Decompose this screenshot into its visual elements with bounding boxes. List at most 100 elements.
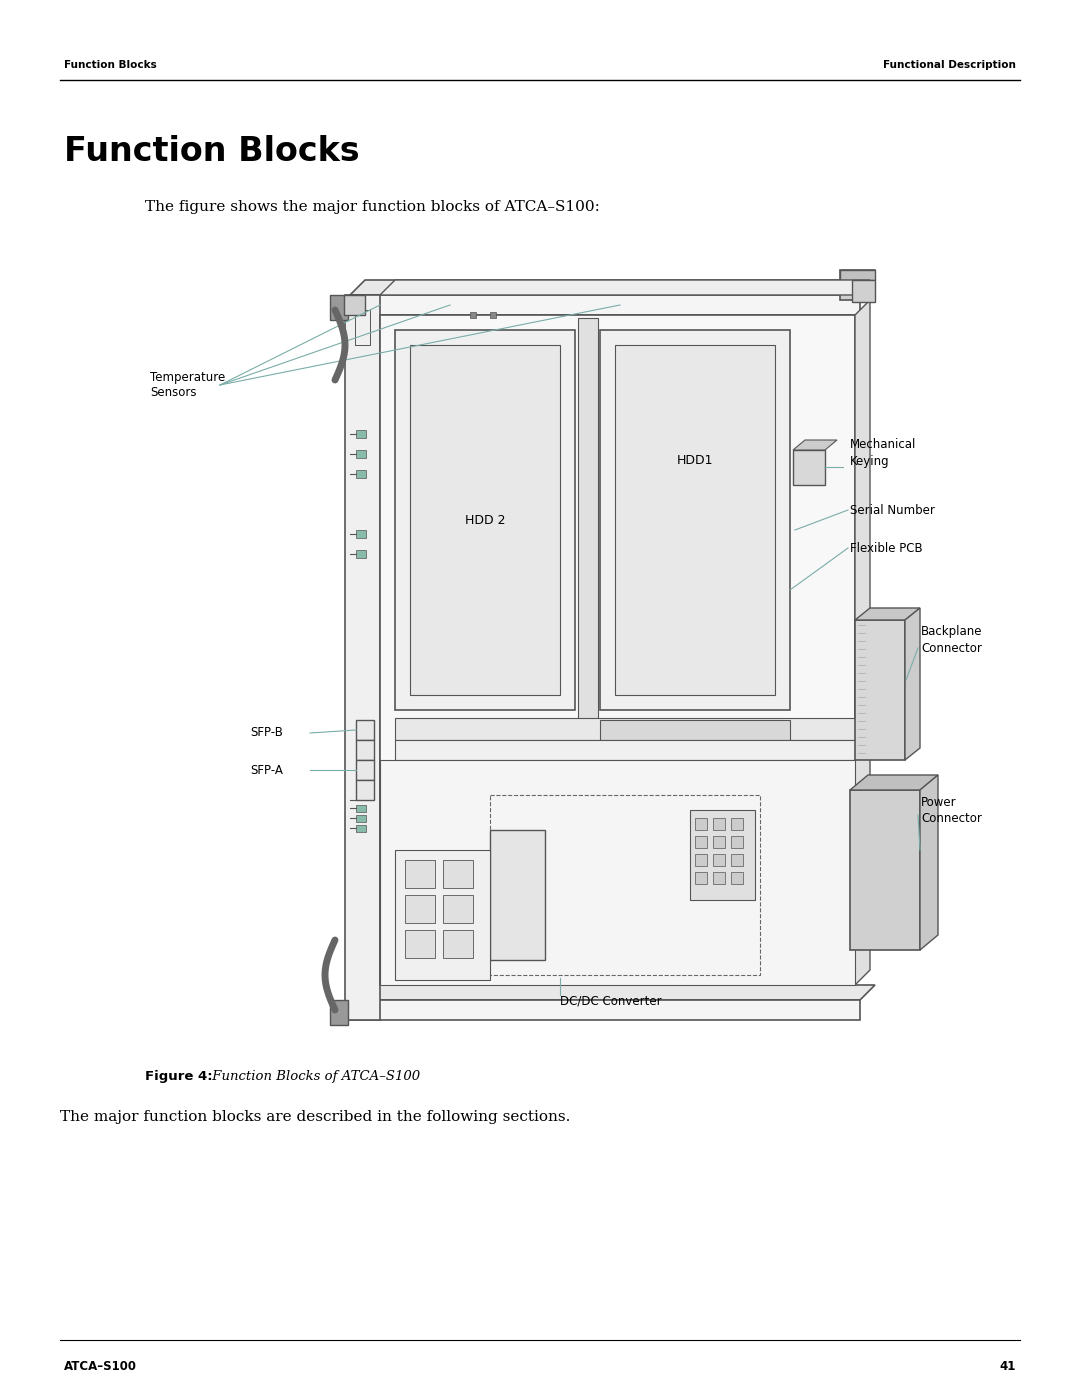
Polygon shape: [731, 872, 743, 885]
Polygon shape: [330, 295, 348, 320]
Polygon shape: [690, 809, 755, 900]
Polygon shape: [356, 761, 374, 780]
Polygon shape: [405, 859, 435, 887]
Text: Backplane
Connector: Backplane Connector: [921, 625, 983, 655]
Polygon shape: [380, 761, 855, 985]
Text: Serial Number: Serial Number: [850, 503, 935, 517]
Text: SFP-A: SFP-A: [249, 763, 283, 776]
Polygon shape: [713, 836, 725, 848]
Circle shape: [404, 808, 410, 815]
Polygon shape: [356, 815, 366, 822]
Circle shape: [455, 822, 461, 829]
Text: Function Blocks of ATCA–S100: Function Blocks of ATCA–S100: [208, 1070, 420, 1082]
Polygon shape: [696, 854, 707, 866]
Circle shape: [420, 837, 428, 844]
Polygon shape: [443, 859, 473, 887]
Text: Flexible PCB: Flexible PCB: [850, 542, 922, 554]
Polygon shape: [713, 818, 725, 830]
Text: Mechanical
Keying: Mechanical Keying: [850, 439, 916, 468]
Text: Figure 4:: Figure 4:: [145, 1070, 213, 1082]
Text: DC/DC Converter: DC/DC Converter: [561, 995, 662, 1009]
Polygon shape: [850, 775, 939, 790]
Circle shape: [580, 871, 610, 900]
Polygon shape: [855, 607, 920, 620]
Polygon shape: [395, 740, 855, 761]
Polygon shape: [615, 345, 775, 695]
Polygon shape: [350, 295, 860, 315]
Polygon shape: [410, 345, 561, 695]
Polygon shape: [443, 894, 473, 924]
Polygon shape: [855, 299, 870, 985]
Text: Function Blocks: Function Blocks: [64, 60, 157, 70]
Circle shape: [472, 808, 478, 815]
Polygon shape: [405, 931, 435, 958]
Polygon shape: [850, 790, 920, 950]
Text: SFP-B: SFP-B: [249, 727, 283, 740]
Polygon shape: [356, 430, 366, 437]
Circle shape: [420, 822, 428, 829]
Polygon shape: [443, 931, 473, 958]
Polygon shape: [356, 450, 366, 458]
Polygon shape: [731, 854, 743, 866]
Polygon shape: [350, 280, 875, 295]
Polygon shape: [490, 312, 496, 318]
Polygon shape: [350, 985, 875, 1000]
Circle shape: [404, 822, 410, 829]
Text: ATCA–S100: ATCA–S100: [64, 1360, 137, 1373]
Polygon shape: [713, 854, 725, 866]
Polygon shape: [852, 280, 875, 302]
Polygon shape: [356, 529, 366, 538]
Text: HDD1: HDD1: [677, 454, 713, 467]
Polygon shape: [356, 720, 374, 740]
Circle shape: [500, 850, 570, 919]
Polygon shape: [793, 450, 825, 485]
Text: Power
Connector: Power Connector: [921, 795, 982, 825]
Polygon shape: [395, 330, 575, 710]
Polygon shape: [490, 830, 545, 960]
Polygon shape: [840, 270, 875, 280]
Polygon shape: [600, 720, 789, 740]
Polygon shape: [470, 312, 476, 318]
Polygon shape: [905, 607, 920, 761]
Circle shape: [617, 302, 623, 308]
Polygon shape: [855, 620, 905, 761]
Text: The figure shows the major function blocks of ATCA–S100:: The figure shows the major function bloc…: [145, 201, 599, 215]
Polygon shape: [356, 825, 366, 832]
Polygon shape: [731, 836, 743, 848]
Circle shape: [561, 850, 630, 919]
Polygon shape: [713, 872, 725, 885]
Polygon shape: [356, 805, 366, 812]
Circle shape: [455, 837, 461, 844]
Circle shape: [420, 808, 428, 815]
Text: Temperature
Sensors: Temperature Sensors: [150, 371, 226, 400]
Polygon shape: [380, 280, 870, 295]
Polygon shape: [920, 775, 939, 950]
Text: HDD 2: HDD 2: [464, 514, 505, 527]
Circle shape: [635, 871, 665, 900]
Polygon shape: [350, 1000, 860, 1020]
Polygon shape: [395, 850, 490, 981]
Polygon shape: [395, 717, 855, 740]
Circle shape: [437, 837, 445, 844]
Text: Functional Description: Functional Description: [883, 60, 1016, 70]
Polygon shape: [696, 836, 707, 848]
Circle shape: [404, 837, 410, 844]
Circle shape: [615, 850, 685, 919]
Polygon shape: [356, 780, 374, 800]
Polygon shape: [696, 818, 707, 830]
Polygon shape: [840, 270, 875, 299]
Text: 41: 41: [1000, 1360, 1016, 1373]
Polygon shape: [330, 1000, 348, 1025]
Circle shape: [437, 808, 445, 815]
Polygon shape: [600, 330, 789, 710]
Circle shape: [437, 302, 443, 308]
Circle shape: [472, 822, 478, 829]
Text: Function Blocks: Function Blocks: [64, 135, 360, 169]
Polygon shape: [731, 818, 743, 830]
Polygon shape: [356, 469, 366, 478]
Polygon shape: [793, 440, 837, 450]
Polygon shape: [356, 740, 374, 761]
Text: The major function blocks are described in the following sections.: The major function blocks are described …: [60, 1110, 570, 1124]
Polygon shape: [696, 872, 707, 885]
Polygon shape: [356, 550, 366, 559]
